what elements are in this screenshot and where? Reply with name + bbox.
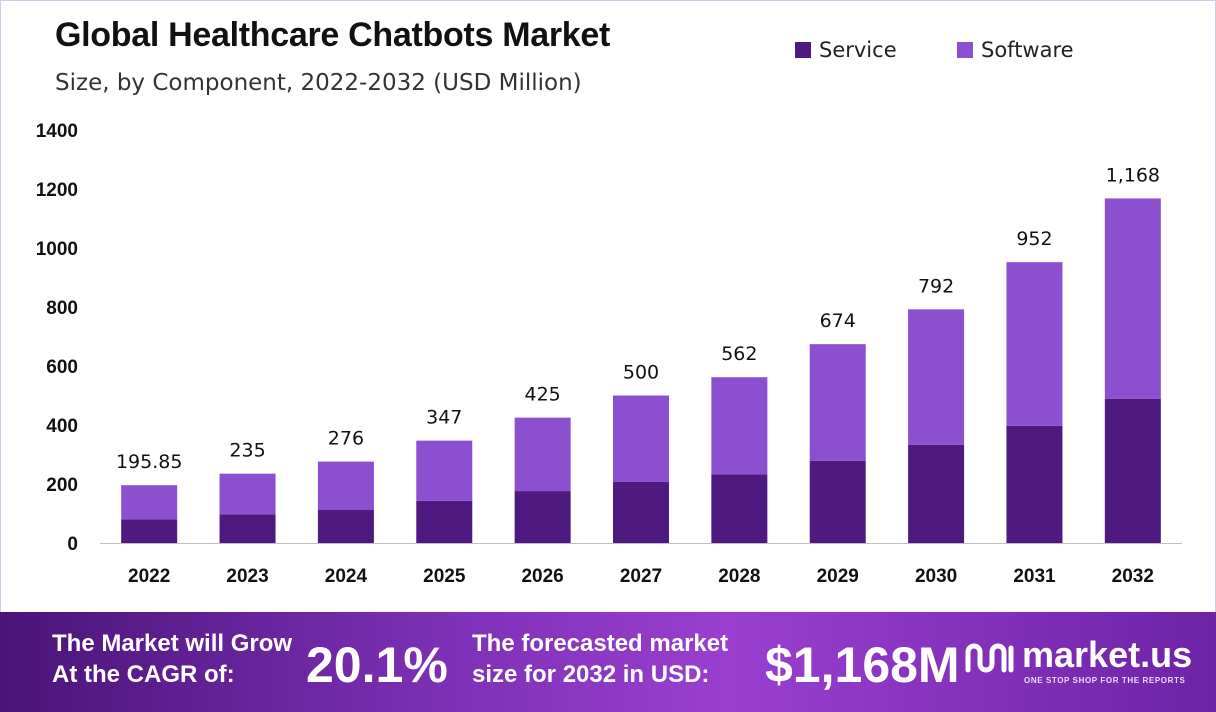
- cagr-label-line2: At the CAGR of:: [52, 661, 235, 688]
- bar-software-2022: [121, 485, 178, 520]
- legend-label-service: Service: [819, 38, 897, 62]
- forecast-value: $1,168M: [765, 637, 960, 693]
- bar-software-2026: [514, 417, 571, 492]
- brand-tagline: ONE STOP SHOP FOR THE REPORTS: [1024, 676, 1186, 685]
- brand-name: market.us: [1022, 634, 1193, 675]
- x-tick-label: 2023: [226, 566, 268, 587]
- bar-software-2028: [711, 377, 768, 475]
- legend-item-software: Software: [957, 38, 1074, 62]
- bar-software-2031: [1006, 262, 1063, 426]
- x-tick-label: 2027: [620, 566, 662, 587]
- chart-subtitle: Size, by Component, 2022-2032 (USD Milli…: [55, 70, 582, 96]
- bar-service-2032: [1104, 398, 1161, 543]
- y-tick-label: 1200: [36, 180, 78, 201]
- data-label-total: 425: [525, 384, 561, 406]
- data-label-total: 1,168: [1106, 164, 1160, 186]
- y-tick-label: 400: [46, 416, 78, 437]
- forecast-label-line2: size for 2032 in USD:: [472, 661, 710, 688]
- data-label-total: 674: [820, 310, 856, 332]
- x-tick-label: 2032: [1112, 566, 1154, 587]
- bar-software-2029: [809, 344, 866, 461]
- x-tick-label: 2024: [325, 566, 368, 587]
- cagr-label: The Market will Grow At the CAGR of:: [52, 628, 292, 690]
- y-tick-label: 1000: [36, 239, 78, 260]
- y-tick-label: 600: [46, 357, 78, 378]
- cagr-label-line1: The Market will Grow: [52, 630, 293, 657]
- bar-service-2028: [711, 474, 768, 543]
- bar-software-2030: [908, 309, 965, 445]
- data-label-total: 500: [623, 362, 659, 384]
- market-us-logo-icon: [965, 643, 1014, 673]
- bar-service-2027: [613, 481, 669, 543]
- data-label-total: 195.85: [116, 451, 182, 473]
- bar-software-2023: [219, 473, 276, 515]
- data-label-total: 562: [721, 343, 757, 365]
- bar-service-2022: [121, 519, 178, 543]
- bar-chart: 0 200 400 600 800 1000 1200 1400 195.85 2022 235 20…: [36, 121, 1182, 587]
- y-tick-label: 800: [46, 298, 78, 319]
- data-label-total: 235: [229, 440, 265, 462]
- bar-software-2024: [317, 461, 374, 510]
- legend-swatch-service: [795, 42, 811, 58]
- legend-label-software: Software: [981, 38, 1074, 62]
- legend-item-service: Service: [795, 38, 897, 62]
- data-label-total: 276: [328, 428, 364, 450]
- bar-service-2025: [416, 500, 473, 543]
- bar-software-2027: [613, 395, 669, 482]
- x-tick-label: 2031: [1013, 566, 1056, 587]
- data-label-total: 792: [918, 275, 954, 297]
- x-tick-label: 2029: [817, 566, 859, 587]
- cagr-value: 20.1%: [306, 637, 448, 693]
- x-tick-label: 2022: [128, 566, 170, 587]
- bar-software-2025: [416, 440, 473, 501]
- forecast-label-line1: The forecasted market: [472, 630, 729, 657]
- bar-service-2030: [908, 444, 965, 543]
- y-tick-label: 0: [67, 534, 78, 555]
- bar-software-2032: [1104, 198, 1161, 399]
- bar-service-2024: [317, 509, 374, 543]
- y-tick-label: 1400: [36, 121, 78, 142]
- data-label-total: 952: [1016, 228, 1052, 250]
- legend-swatch-software: [957, 42, 973, 58]
- x-tick-label: 2025: [423, 566, 466, 587]
- bar-service-2026: [514, 491, 571, 543]
- x-tick-label: 2026: [521, 566, 563, 587]
- bar-service-2023: [219, 514, 276, 543]
- chart-title: Global Healthcare Chatbots Market: [55, 16, 611, 54]
- y-tick-label: 200: [46, 475, 78, 496]
- forecast-label: The forecasted market size for 2032 in U…: [472, 628, 728, 690]
- x-tick-label: 2028: [718, 566, 760, 587]
- bar-service-2029: [809, 460, 866, 543]
- x-tick-label: 2030: [915, 566, 957, 587]
- bar-service-2031: [1006, 425, 1063, 543]
- data-label-total: 347: [426, 407, 462, 429]
